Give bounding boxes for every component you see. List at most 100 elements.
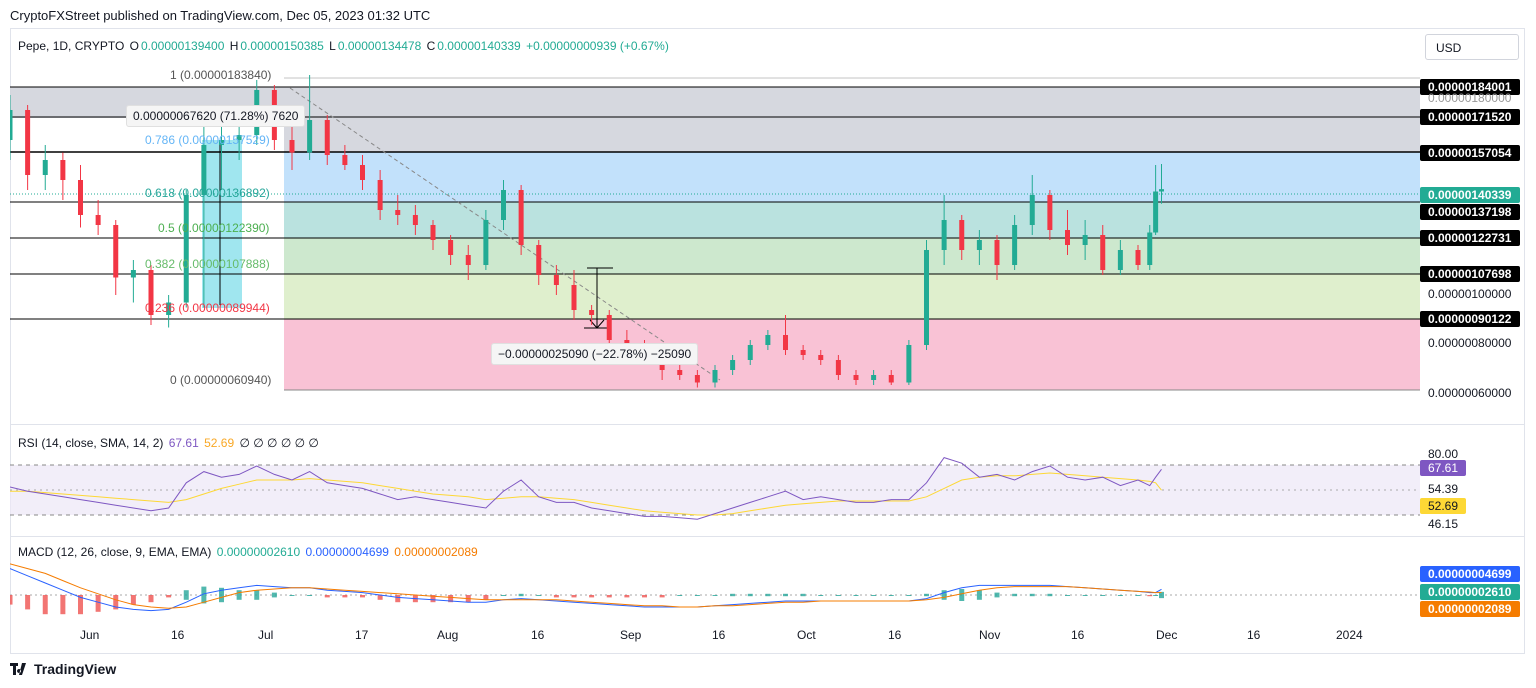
candle-body[interactable]: [148, 270, 154, 315]
trend-line[interactable]: [289, 87, 721, 381]
price-label-171520: 0.00000171520: [1420, 109, 1520, 125]
macd-title[interactable]: MACD (12, 26, close, 9, EMA, EMA): [18, 545, 212, 559]
macd-hist-bar: [1047, 593, 1053, 597]
candle-body[interactable]: [60, 160, 66, 180]
candle-body[interactable]: [95, 215, 101, 225]
candle-body[interactable]: [1147, 232, 1153, 266]
candle-body[interactable]: [747, 345, 753, 360]
candle-body[interactable]: [1135, 250, 1141, 265]
candle-body[interactable]: [1047, 195, 1053, 230]
time-tick-label: 16: [712, 628, 726, 642]
candle-body[interactable]: [924, 250, 929, 345]
candle-body[interactable]: [130, 270, 136, 278]
price-chart[interactable]: [10, 60, 1420, 420]
candle-body[interactable]: [201, 145, 207, 195]
candle-body[interactable]: [412, 215, 418, 225]
candle-body[interactable]: [800, 350, 806, 355]
candle-body[interactable]: [78, 180, 83, 215]
candle-body[interactable]: [1100, 235, 1106, 270]
candle-body[interactable]: [571, 285, 577, 310]
candle-body[interactable]: [289, 140, 295, 153]
candle-body[interactable]: [818, 355, 824, 360]
macd-hist-label: 0.00000002610: [1420, 584, 1520, 600]
macd-hist-value: 0.00000002610: [216, 545, 301, 559]
candle-body[interactable]: [1012, 225, 1018, 265]
candle-body[interactable]: [906, 345, 912, 383]
candle-body[interactable]: [694, 375, 700, 383]
candle-body[interactable]: [553, 275, 559, 285]
macd-hist-bar: [166, 595, 172, 598]
candle-body[interactable]: [712, 370, 718, 383]
fib-label-1: 1 (0.00000183840): [170, 68, 272, 82]
candle-body[interactable]: [888, 375, 894, 383]
candle-body[interactable]: [483, 220, 489, 265]
candle-body[interactable]: [1065, 230, 1070, 245]
candle-body[interactable]: [941, 220, 947, 250]
macd-hist-bar: [377, 595, 383, 600]
macd-hist-bar: [976, 590, 982, 600]
candle-body[interactable]: [1159, 189, 1164, 192]
candle-body[interactable]: [10, 110, 13, 140]
candle-body[interactable]: [1029, 195, 1035, 225]
candle-body[interactable]: [624, 340, 630, 345]
macd-hist-bar: [307, 595, 313, 596]
candle-body[interactable]: [976, 240, 982, 250]
candle-body[interactable]: [536, 245, 542, 275]
candle-body[interactable]: [342, 155, 348, 165]
macd-hist-bar: [835, 595, 841, 596]
macd-hist-bar: [800, 593, 806, 597]
candle-body[interactable]: [42, 160, 48, 175]
candle-body[interactable]: [430, 225, 436, 240]
candle-body[interactable]: [518, 190, 524, 245]
candle-body[interactable]: [730, 360, 736, 370]
macd-hist-bar: [25, 595, 31, 610]
macd-chart[interactable]: [10, 550, 1420, 622]
candle-body[interactable]: [994, 240, 1000, 265]
candle-body[interactable]: [871, 375, 877, 380]
candle-body[interactable]: [835, 360, 841, 375]
rsi-title[interactable]: RSI (14, close, SMA, 14, 2): [18, 436, 164, 450]
macd-hist-bar: [694, 595, 700, 596]
measure-box-upper[interactable]: 0.00000067620 (71.28%) 7620: [126, 105, 306, 127]
macd-hist-bar: [78, 595, 83, 615]
rsi-chart[interactable]: [10, 450, 1420, 530]
candle-body[interactable]: [166, 302, 172, 316]
rsi-value: 67.61: [168, 436, 199, 450]
measure-box-lower[interactable]: −0.00000025090 (−22.78%) −25090: [491, 343, 699, 365]
candle-body[interactable]: [324, 120, 330, 155]
price-label-122731: 0.00000122731: [1420, 230, 1520, 246]
macd-hist-bar: [1082, 595, 1088, 596]
candle-body[interactable]: [465, 255, 471, 265]
candle-body[interactable]: [783, 335, 788, 350]
pane-separator-macd[interactable]: [10, 536, 1525, 537]
candle-body[interactable]: [1153, 191, 1159, 233]
candle-body[interactable]: [959, 220, 965, 250]
pane-separator-rsi[interactable]: [10, 424, 1525, 425]
candle-body[interactable]: [183, 195, 189, 303]
candle-body[interactable]: [589, 310, 595, 315]
candle-body[interactable]: [395, 210, 401, 215]
candle-body[interactable]: [853, 375, 859, 380]
candle-body[interactable]: [377, 180, 383, 210]
candle-body[interactable]: [307, 120, 313, 153]
price-label-100000: 0.00000100000: [1428, 287, 1512, 301]
rsi-sma-line: [10, 472, 1162, 516]
symbol-label[interactable]: Pepe, 1D, CRYPTO: [18, 39, 125, 53]
price-label-current: 0.00000140339: [1420, 187, 1520, 203]
candle-body[interactable]: [219, 140, 224, 145]
candle-body[interactable]: [1117, 250, 1123, 270]
candle-body[interactable]: [659, 360, 665, 370]
change-value: +0.00000000939 (+0.67%): [526, 39, 669, 53]
candle-body[interactable]: [606, 315, 612, 340]
candle-body[interactable]: [501, 190, 506, 220]
candle-body[interactable]: [448, 240, 454, 255]
candle-body[interactable]: [1082, 235, 1088, 245]
candle-body[interactable]: [677, 370, 683, 375]
candle-body[interactable]: [113, 225, 119, 278]
candle-body[interactable]: [765, 335, 771, 345]
candle-body[interactable]: [236, 135, 242, 140]
candle-body[interactable]: [360, 165, 365, 180]
currency-button[interactable]: USD: [1425, 34, 1519, 60]
tradingview-logo[interactable]: TradingView: [10, 661, 116, 677]
candle-body[interactable]: [25, 110, 31, 175]
